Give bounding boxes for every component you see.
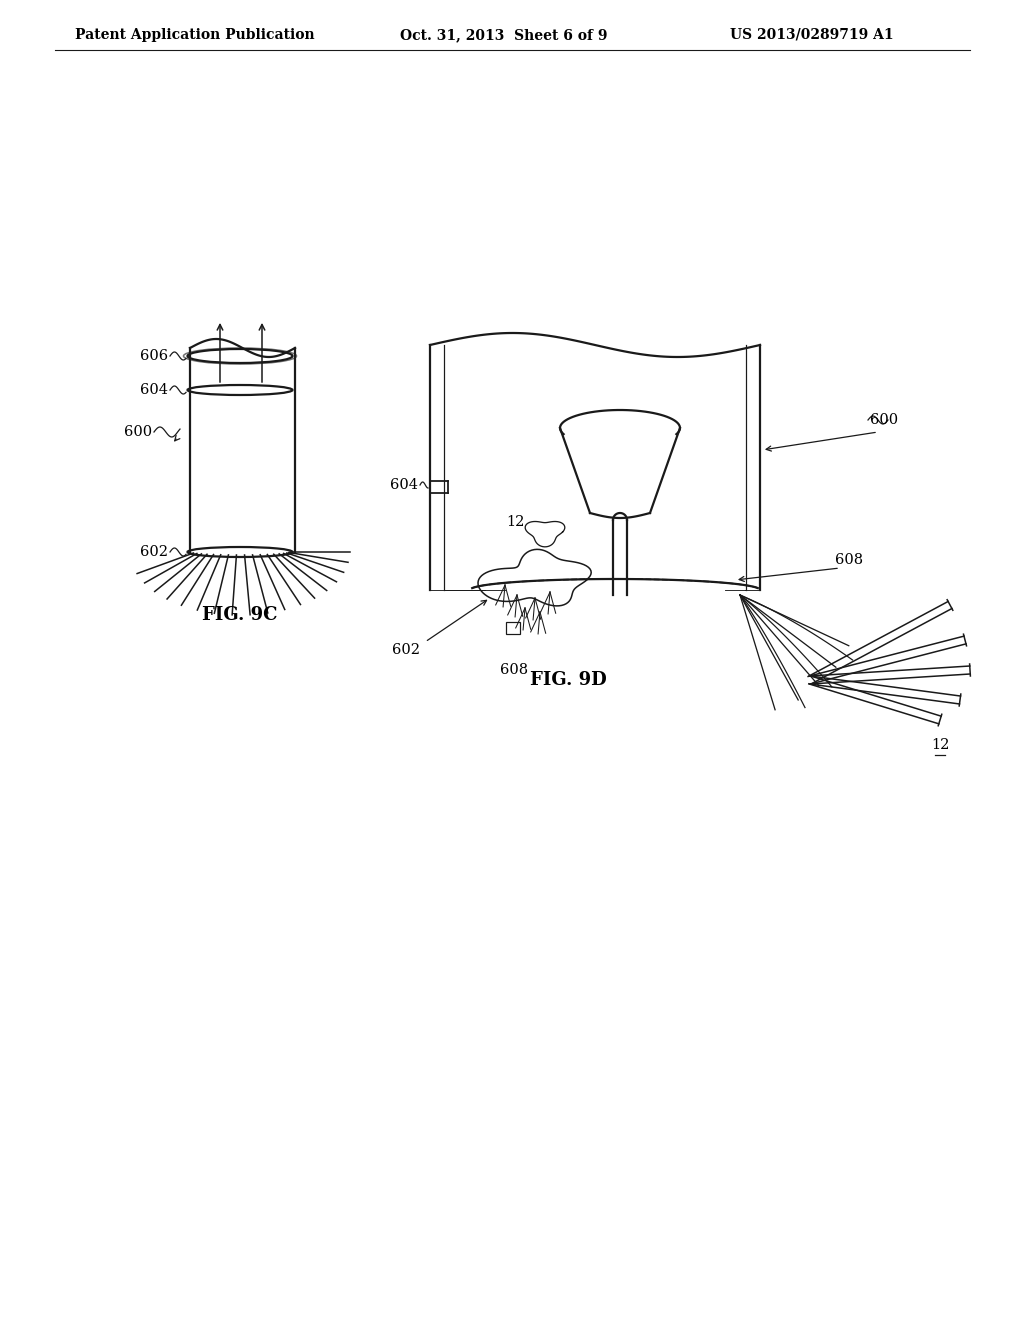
Text: 600: 600 bbox=[870, 413, 898, 426]
Text: 602: 602 bbox=[392, 643, 420, 657]
Text: 606: 606 bbox=[140, 348, 168, 363]
Text: Patent Application Publication: Patent Application Publication bbox=[75, 28, 314, 42]
Bar bbox=[506, 622, 520, 634]
Text: 604: 604 bbox=[140, 383, 168, 397]
Text: FIG. 9C: FIG. 9C bbox=[203, 606, 278, 624]
Text: 604: 604 bbox=[390, 478, 418, 492]
Text: 12: 12 bbox=[931, 738, 949, 752]
Text: US 2013/0289719 A1: US 2013/0289719 A1 bbox=[730, 28, 894, 42]
Text: 608: 608 bbox=[500, 663, 528, 677]
Text: 602: 602 bbox=[140, 545, 168, 558]
Text: 12: 12 bbox=[506, 515, 524, 529]
Text: 608: 608 bbox=[835, 553, 863, 568]
Text: Oct. 31, 2013  Sheet 6 of 9: Oct. 31, 2013 Sheet 6 of 9 bbox=[400, 28, 607, 42]
Text: 600: 600 bbox=[124, 425, 152, 440]
Text: FIG. 9D: FIG. 9D bbox=[530, 671, 607, 689]
